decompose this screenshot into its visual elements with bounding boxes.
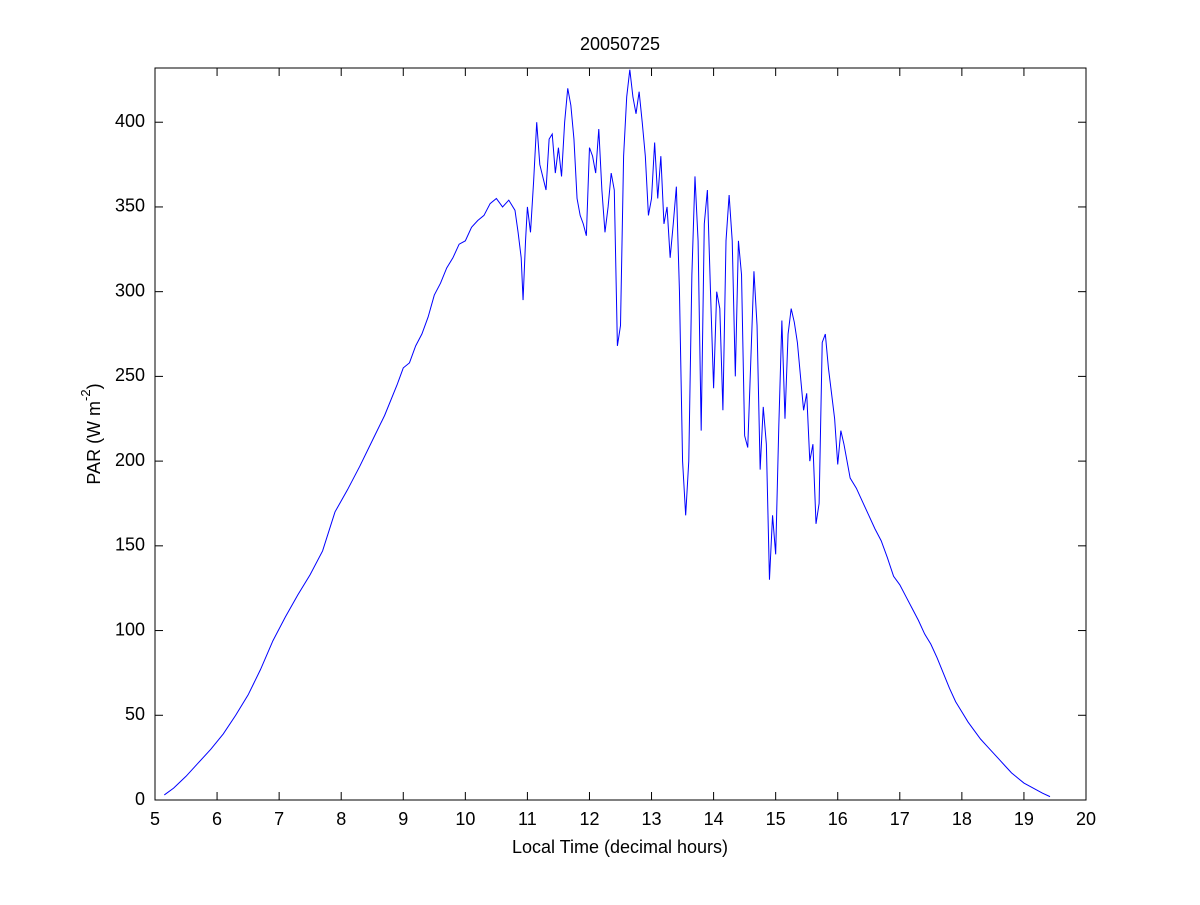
x-tick-label: 6	[212, 809, 222, 829]
x-tick-label: 19	[1014, 809, 1034, 829]
y-label-end: )	[84, 383, 104, 389]
x-tick-label: 10	[455, 809, 475, 829]
x-tick-label: 15	[766, 809, 786, 829]
y-tick-label: 300	[115, 280, 145, 300]
y-tick-label: 200	[115, 450, 145, 470]
y-label-sup: -2	[78, 389, 93, 401]
x-tick-label: 17	[890, 809, 910, 829]
y-tick-label: 50	[125, 704, 145, 724]
y-tick-label: 350	[115, 196, 145, 216]
x-axis-label: Local Time (decimal hours)	[512, 837, 728, 857]
y-tick-label: 100	[115, 619, 145, 639]
y-tick-label: 150	[115, 535, 145, 555]
plot-area	[154, 67, 1087, 801]
y-tick-label: 0	[135, 789, 145, 809]
x-tick-label: 18	[952, 809, 972, 829]
x-tick-label: 9	[398, 809, 408, 829]
x-tick-label: 7	[274, 809, 284, 829]
y-axis-label: PAR (W m-2)	[78, 383, 103, 484]
x-tick-label: 14	[704, 809, 724, 829]
y-tick-label: 400	[115, 111, 145, 131]
x-tick-label: 16	[828, 809, 848, 829]
x-tick-label: 8	[336, 809, 346, 829]
chart-title: 20050725	[580, 34, 660, 54]
x-tick-label: 13	[642, 809, 662, 829]
x-tick-label: 11	[518, 809, 537, 829]
x-tick-label: 20	[1076, 809, 1096, 829]
y-label-main: PAR (W m	[84, 401, 104, 485]
x-tick-label: 12	[579, 809, 599, 829]
data-line	[164, 69, 1051, 798]
x-tick-label: 5	[150, 809, 160, 829]
y-tick-label: 250	[115, 365, 145, 385]
